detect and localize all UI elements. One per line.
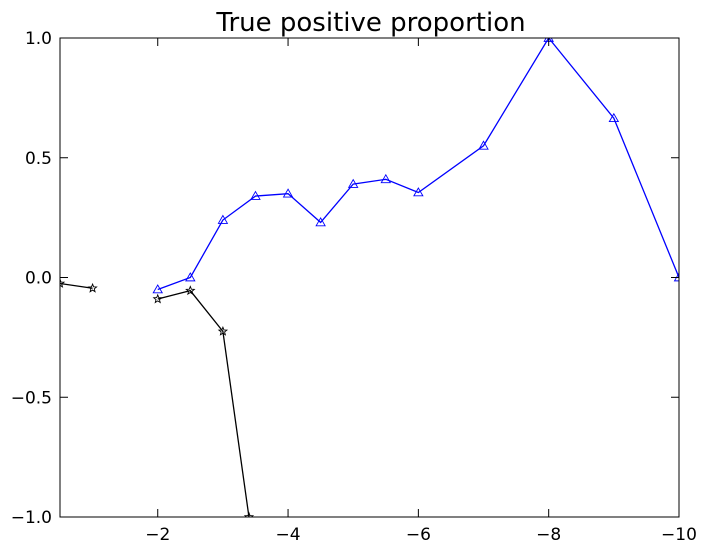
data-point-triangle (380, 173, 392, 184)
series-line (60, 282, 93, 289)
x-tick-label: −10 (661, 525, 697, 545)
series-1 (152, 38, 679, 294)
x-tick-label: −2 (145, 525, 170, 545)
x-tick-label: −4 (276, 525, 301, 545)
series-line (157, 289, 250, 517)
data-point-triangle (478, 140, 489, 150)
plot-frame (59, 37, 680, 518)
series-line (157, 38, 679, 291)
data-point-star (152, 293, 163, 304)
data-point-triangle (413, 187, 424, 197)
data-point-triangle (673, 272, 679, 282)
data-point-triangle (250, 190, 261, 200)
series-2 (60, 278, 255, 517)
axis-layer: −2 −4 −6 −8 −10 1.0 0.5 0.0 −0.5 −1.0 (11, 29, 697, 545)
x-tick-label: −8 (536, 525, 561, 545)
series-layer (60, 38, 679, 517)
data-point-star (243, 511, 255, 517)
data-point-star (87, 282, 98, 293)
y-tick-label: −1.0 (11, 508, 52, 528)
y-tick-label: 1.0 (25, 29, 52, 49)
data-point-triangle (217, 214, 229, 224)
data-point-star (217, 325, 229, 336)
y-tick-label: 0.5 (25, 149, 52, 169)
data-point-star (185, 285, 196, 296)
data-point-triangle (152, 284, 164, 294)
y-tick-label: 0.0 (25, 269, 52, 289)
data-point-triangle (282, 188, 294, 198)
data-point-triangle (608, 112, 620, 123)
data-point-star (60, 278, 66, 288)
data-point-triangle (185, 272, 196, 282)
chart-title: True positive proportion (215, 8, 525, 38)
data-point-triangle (315, 217, 326, 227)
x-tick-label: −6 (406, 525, 431, 545)
data-point-triangle (347, 178, 359, 188)
y-tick-label: −0.5 (11, 388, 52, 408)
